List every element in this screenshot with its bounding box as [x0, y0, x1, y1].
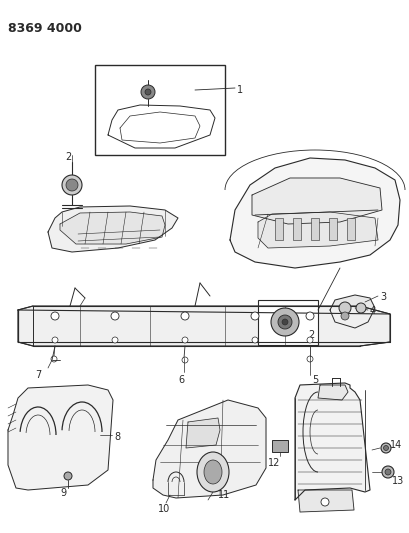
Polygon shape	[60, 212, 164, 244]
Ellipse shape	[338, 302, 350, 314]
Text: 5: 5	[311, 375, 317, 385]
Ellipse shape	[277, 315, 291, 329]
Ellipse shape	[62, 175, 82, 195]
Ellipse shape	[204, 460, 221, 484]
Text: 7: 7	[35, 370, 41, 380]
Ellipse shape	[250, 312, 258, 320]
Polygon shape	[18, 306, 389, 346]
Text: 14: 14	[389, 440, 401, 450]
Ellipse shape	[305, 312, 313, 320]
Polygon shape	[294, 383, 369, 500]
Polygon shape	[257, 212, 377, 248]
Ellipse shape	[196, 452, 229, 492]
Polygon shape	[329, 295, 374, 328]
Text: 2: 2	[307, 330, 313, 340]
Bar	[328, 218, 336, 240]
Polygon shape	[48, 206, 178, 252]
Text: 11: 11	[218, 490, 230, 500]
Polygon shape	[186, 418, 220, 448]
Ellipse shape	[281, 319, 287, 325]
Text: 8: 8	[114, 432, 120, 442]
Polygon shape	[229, 158, 399, 268]
Text: 10: 10	[157, 504, 170, 514]
Text: 9: 9	[60, 488, 66, 498]
Ellipse shape	[180, 312, 189, 320]
Text: 1: 1	[236, 85, 243, 95]
Bar	[257, 300, 317, 345]
Polygon shape	[120, 112, 200, 143]
Polygon shape	[317, 385, 347, 400]
Bar	[310, 218, 318, 240]
Bar	[274, 218, 282, 240]
Polygon shape	[108, 105, 214, 148]
Ellipse shape	[112, 337, 118, 343]
Polygon shape	[8, 385, 113, 490]
Ellipse shape	[111, 312, 119, 320]
Polygon shape	[297, 490, 353, 512]
Text: 3: 3	[379, 292, 385, 302]
Ellipse shape	[382, 446, 388, 450]
Text: 8369 4000: 8369 4000	[8, 22, 82, 35]
Ellipse shape	[145, 89, 151, 95]
Ellipse shape	[52, 337, 58, 343]
Ellipse shape	[381, 466, 393, 478]
Text: 6: 6	[178, 375, 184, 385]
Ellipse shape	[306, 337, 312, 343]
Ellipse shape	[141, 85, 155, 99]
Bar	[346, 218, 354, 240]
Ellipse shape	[182, 337, 188, 343]
Text: 2: 2	[65, 152, 71, 162]
Ellipse shape	[340, 312, 348, 320]
Bar	[292, 218, 300, 240]
Ellipse shape	[355, 303, 365, 313]
Bar	[95, 65, 225, 155]
Polygon shape	[153, 400, 265, 498]
Text: 12: 12	[267, 458, 280, 468]
Ellipse shape	[384, 469, 390, 475]
Ellipse shape	[320, 498, 328, 506]
Ellipse shape	[51, 312, 59, 320]
Ellipse shape	[66, 179, 78, 191]
Polygon shape	[252, 178, 381, 224]
Ellipse shape	[252, 337, 257, 343]
Text: 4: 4	[369, 306, 375, 316]
Text: 13: 13	[391, 476, 403, 486]
Ellipse shape	[64, 472, 72, 480]
Bar	[271, 440, 287, 452]
Ellipse shape	[270, 308, 298, 336]
Ellipse shape	[380, 443, 390, 453]
